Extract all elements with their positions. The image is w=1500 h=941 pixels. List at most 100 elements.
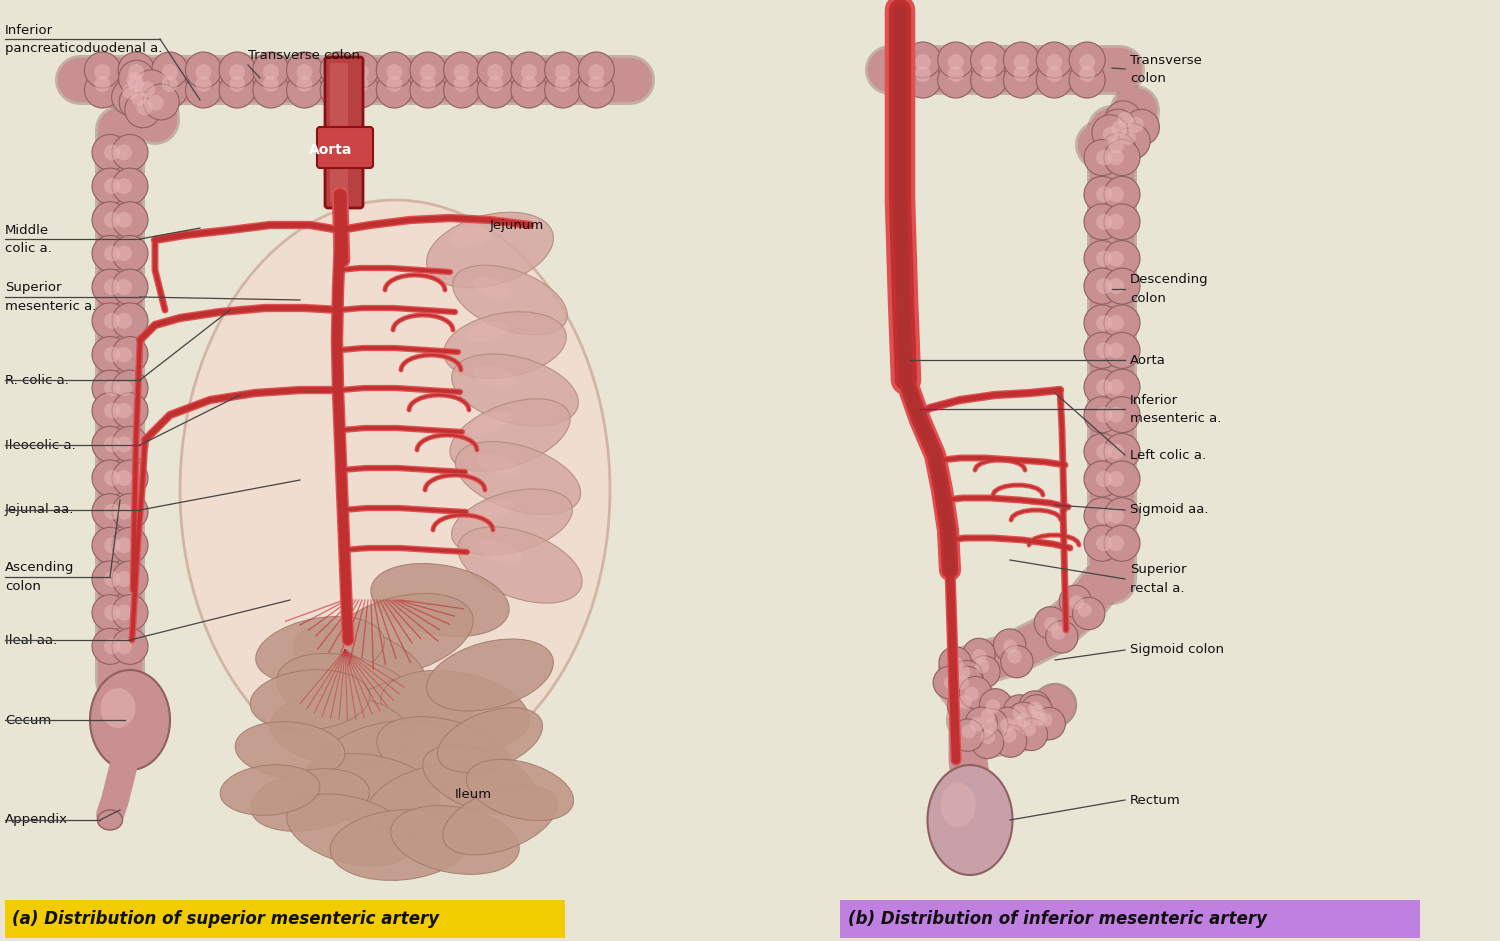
Ellipse shape — [1047, 54, 1062, 70]
Text: Inferior: Inferior — [4, 24, 52, 37]
Ellipse shape — [453, 64, 470, 80]
Ellipse shape — [390, 805, 519, 874]
Ellipse shape — [981, 54, 996, 70]
Text: Descending: Descending — [1130, 274, 1209, 286]
Ellipse shape — [1104, 498, 1140, 534]
Ellipse shape — [297, 64, 312, 80]
Ellipse shape — [118, 72, 154, 108]
Ellipse shape — [92, 426, 128, 462]
Ellipse shape — [1084, 139, 1120, 176]
Ellipse shape — [320, 52, 356, 88]
Ellipse shape — [112, 168, 148, 204]
Text: Middle: Middle — [4, 224, 50, 236]
Ellipse shape — [118, 52, 154, 88]
Ellipse shape — [1120, 129, 1136, 145]
Ellipse shape — [956, 665, 970, 679]
Ellipse shape — [1104, 176, 1140, 213]
Ellipse shape — [1008, 649, 1022, 663]
Ellipse shape — [972, 649, 987, 663]
Ellipse shape — [1084, 498, 1120, 534]
Ellipse shape — [1084, 369, 1120, 406]
Ellipse shape — [104, 403, 120, 419]
Ellipse shape — [477, 52, 513, 88]
Ellipse shape — [980, 689, 1012, 721]
Ellipse shape — [116, 346, 132, 362]
Ellipse shape — [92, 629, 128, 664]
Ellipse shape — [286, 794, 414, 866]
Ellipse shape — [466, 759, 573, 821]
Ellipse shape — [1059, 585, 1092, 617]
Ellipse shape — [286, 52, 322, 88]
Ellipse shape — [1108, 137, 1124, 153]
Ellipse shape — [1078, 66, 1095, 82]
Ellipse shape — [92, 392, 128, 428]
Ellipse shape — [1000, 718, 1014, 732]
Text: Transverse colon: Transverse colon — [248, 49, 360, 61]
Ellipse shape — [423, 745, 537, 815]
Ellipse shape — [1104, 525, 1140, 561]
Text: Superior: Superior — [1130, 564, 1186, 577]
Ellipse shape — [128, 76, 144, 92]
Ellipse shape — [92, 201, 128, 238]
Ellipse shape — [112, 392, 148, 428]
Ellipse shape — [116, 537, 132, 553]
Ellipse shape — [1004, 694, 1036, 727]
Ellipse shape — [112, 494, 148, 530]
Ellipse shape — [320, 72, 356, 108]
Ellipse shape — [92, 269, 128, 305]
Text: Rectum: Rectum — [1130, 793, 1180, 806]
Ellipse shape — [94, 76, 111, 92]
Ellipse shape — [478, 540, 522, 564]
Text: colic a.: colic a. — [4, 242, 52, 254]
Ellipse shape — [387, 64, 402, 80]
Text: Jejunum: Jejunum — [490, 218, 544, 231]
Ellipse shape — [123, 84, 138, 100]
Ellipse shape — [104, 246, 120, 262]
Text: Aorta: Aorta — [309, 143, 352, 157]
Text: Appendix: Appendix — [4, 814, 68, 826]
Ellipse shape — [1036, 42, 1072, 78]
Ellipse shape — [1096, 279, 1112, 295]
Ellipse shape — [94, 64, 111, 80]
Ellipse shape — [1078, 54, 1095, 70]
Ellipse shape — [118, 84, 154, 120]
Ellipse shape — [948, 66, 963, 82]
Ellipse shape — [458, 527, 582, 603]
Ellipse shape — [981, 709, 994, 723]
Ellipse shape — [116, 403, 132, 419]
Ellipse shape — [1108, 343, 1124, 359]
Ellipse shape — [992, 708, 1023, 740]
Ellipse shape — [92, 303, 128, 339]
Ellipse shape — [1052, 626, 1065, 640]
Ellipse shape — [915, 66, 932, 82]
Ellipse shape — [1004, 62, 1040, 98]
Ellipse shape — [1108, 508, 1124, 524]
Ellipse shape — [453, 76, 470, 92]
Ellipse shape — [450, 399, 570, 471]
Ellipse shape — [1044, 617, 1059, 631]
Ellipse shape — [1108, 214, 1124, 230]
Ellipse shape — [1108, 407, 1124, 423]
Ellipse shape — [444, 311, 567, 378]
Ellipse shape — [92, 527, 128, 564]
Ellipse shape — [1104, 204, 1140, 240]
Ellipse shape — [302, 754, 439, 826]
FancyBboxPatch shape — [326, 57, 363, 208]
Ellipse shape — [938, 42, 974, 78]
Ellipse shape — [488, 64, 504, 80]
Ellipse shape — [366, 764, 494, 836]
Ellipse shape — [951, 666, 984, 699]
Text: (a) Distribution of superior mesenteric artery: (a) Distribution of superior mesenteric … — [12, 910, 439, 928]
Ellipse shape — [465, 322, 509, 343]
Ellipse shape — [116, 279, 132, 295]
Ellipse shape — [1108, 186, 1124, 202]
Ellipse shape — [948, 54, 963, 70]
Ellipse shape — [1092, 115, 1128, 151]
Ellipse shape — [118, 60, 154, 96]
Ellipse shape — [426, 639, 554, 711]
Ellipse shape — [964, 687, 980, 701]
Ellipse shape — [1102, 127, 1119, 143]
Ellipse shape — [116, 571, 132, 587]
Ellipse shape — [112, 426, 148, 462]
Ellipse shape — [512, 52, 548, 88]
